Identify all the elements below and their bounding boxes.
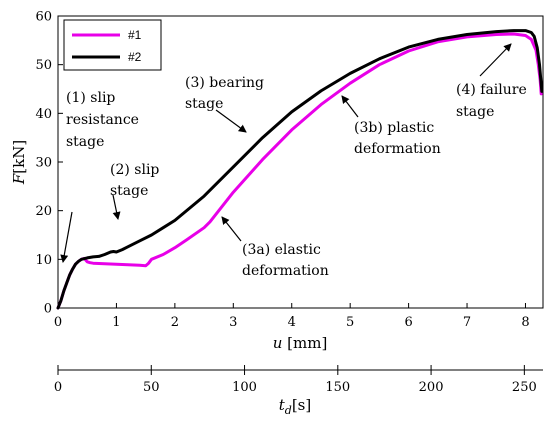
y-axis-unit: [kN]	[10, 140, 28, 174]
annotation-line: (1) slip	[66, 90, 115, 106]
x-tick-label: 5	[346, 315, 354, 330]
annotation-line: stage	[66, 134, 104, 150]
arrow-bearing-stage	[215, 109, 247, 133]
annotation-line: resistance	[66, 112, 139, 128]
annotation-failure-stage: (4) failure stage	[456, 82, 527, 120]
legend-label-series-2: #2	[128, 50, 142, 64]
secondary-axis-ticks: 0 50 100 150 200 250	[54, 365, 537, 395]
annotation-line: (3) bearing	[185, 75, 264, 91]
annotation-slip-resistance: (1) slip resistance stage	[66, 90, 139, 150]
y-axis-label: F[kN]	[10, 140, 28, 185]
y-tick-label: 30	[35, 156, 52, 171]
secondary-axis-symbol: t	[279, 396, 286, 414]
y-tick-label: 10	[35, 253, 52, 268]
series-line-2	[56, 29, 544, 310]
secondary-axis-unit: [s]	[292, 396, 311, 414]
x-tick-label: 3	[229, 315, 237, 330]
x-tick-label: 1	[112, 315, 120, 330]
annotation-line: (4) failure	[456, 82, 527, 98]
secondary-tick-label: 100	[232, 380, 257, 395]
annotation-line: stage	[110, 183, 148, 199]
annotation-line: stage	[185, 96, 223, 112]
annotation-line: deformation	[242, 263, 329, 279]
y-tick-label: 40	[35, 107, 52, 122]
x-axis-unit: [mm]	[287, 334, 327, 352]
annotation-elastic-deformation: (3a) elastic deformation	[242, 242, 329, 279]
x-tick-label: 4	[288, 315, 296, 330]
secondary-tick-label: 200	[419, 380, 444, 395]
x-axis-symbol: u	[273, 334, 283, 352]
secondary-axis-subscript: d	[285, 404, 292, 417]
x-tick-label: 0	[54, 315, 62, 330]
annotation-plastic-deformation: (3b) plastic deformation	[354, 120, 441, 157]
annotation-bearing-stage: (3) bearing stage	[185, 75, 264, 112]
secondary-tick-label: 0	[54, 380, 62, 395]
secondary-axis-label: td[s]	[279, 396, 311, 417]
secondary-tick-label: 150	[325, 380, 350, 395]
y-axis-ticks: 0 10 20 30 40 50 60	[35, 10, 63, 317]
annotation-line: (3a) elastic	[242, 242, 321, 258]
y-tick-label: 0	[44, 302, 52, 317]
annotation-line: stage	[456, 104, 494, 120]
x-tick-label: 2	[171, 315, 179, 330]
series-layer	[56, 29, 544, 310]
secondary-tick-label: 250	[512, 380, 537, 395]
y-tick-label: 20	[35, 204, 52, 219]
x-axis-label: u [mm]	[273, 334, 328, 352]
annotation-line: deformation	[354, 141, 441, 157]
arrow-slip-resistance	[60, 211, 73, 263]
x-tick-label: 6	[404, 315, 412, 330]
legend: #1 #2	[63, 19, 162, 71]
secondary-tick-label: 50	[143, 380, 160, 395]
arrow-failure-stage	[479, 43, 512, 77]
y-axis-symbol: F	[10, 173, 28, 185]
x-tick-label: 8	[521, 315, 529, 330]
y-tick-label: 50	[35, 58, 52, 73]
arrow-plastic-deformation	[341, 95, 359, 118]
arrow-slip-stage	[112, 194, 121, 220]
arrow-elastic-deformation	[221, 216, 242, 242]
x-axis-ticks: 0 1 2 3 4 5 6 7 8	[54, 303, 530, 330]
legend-label-series-1: #1	[128, 28, 142, 42]
legend-box	[63, 19, 162, 71]
y-tick-label: 60	[35, 10, 52, 25]
x-tick-label: 7	[463, 315, 471, 330]
annotation-line: (2) slip	[110, 162, 159, 178]
annotation-slip-stage: (2) slip stage	[110, 162, 159, 199]
annotation-arrows	[60, 43, 512, 263]
annotation-line: (3b) plastic	[354, 120, 434, 136]
